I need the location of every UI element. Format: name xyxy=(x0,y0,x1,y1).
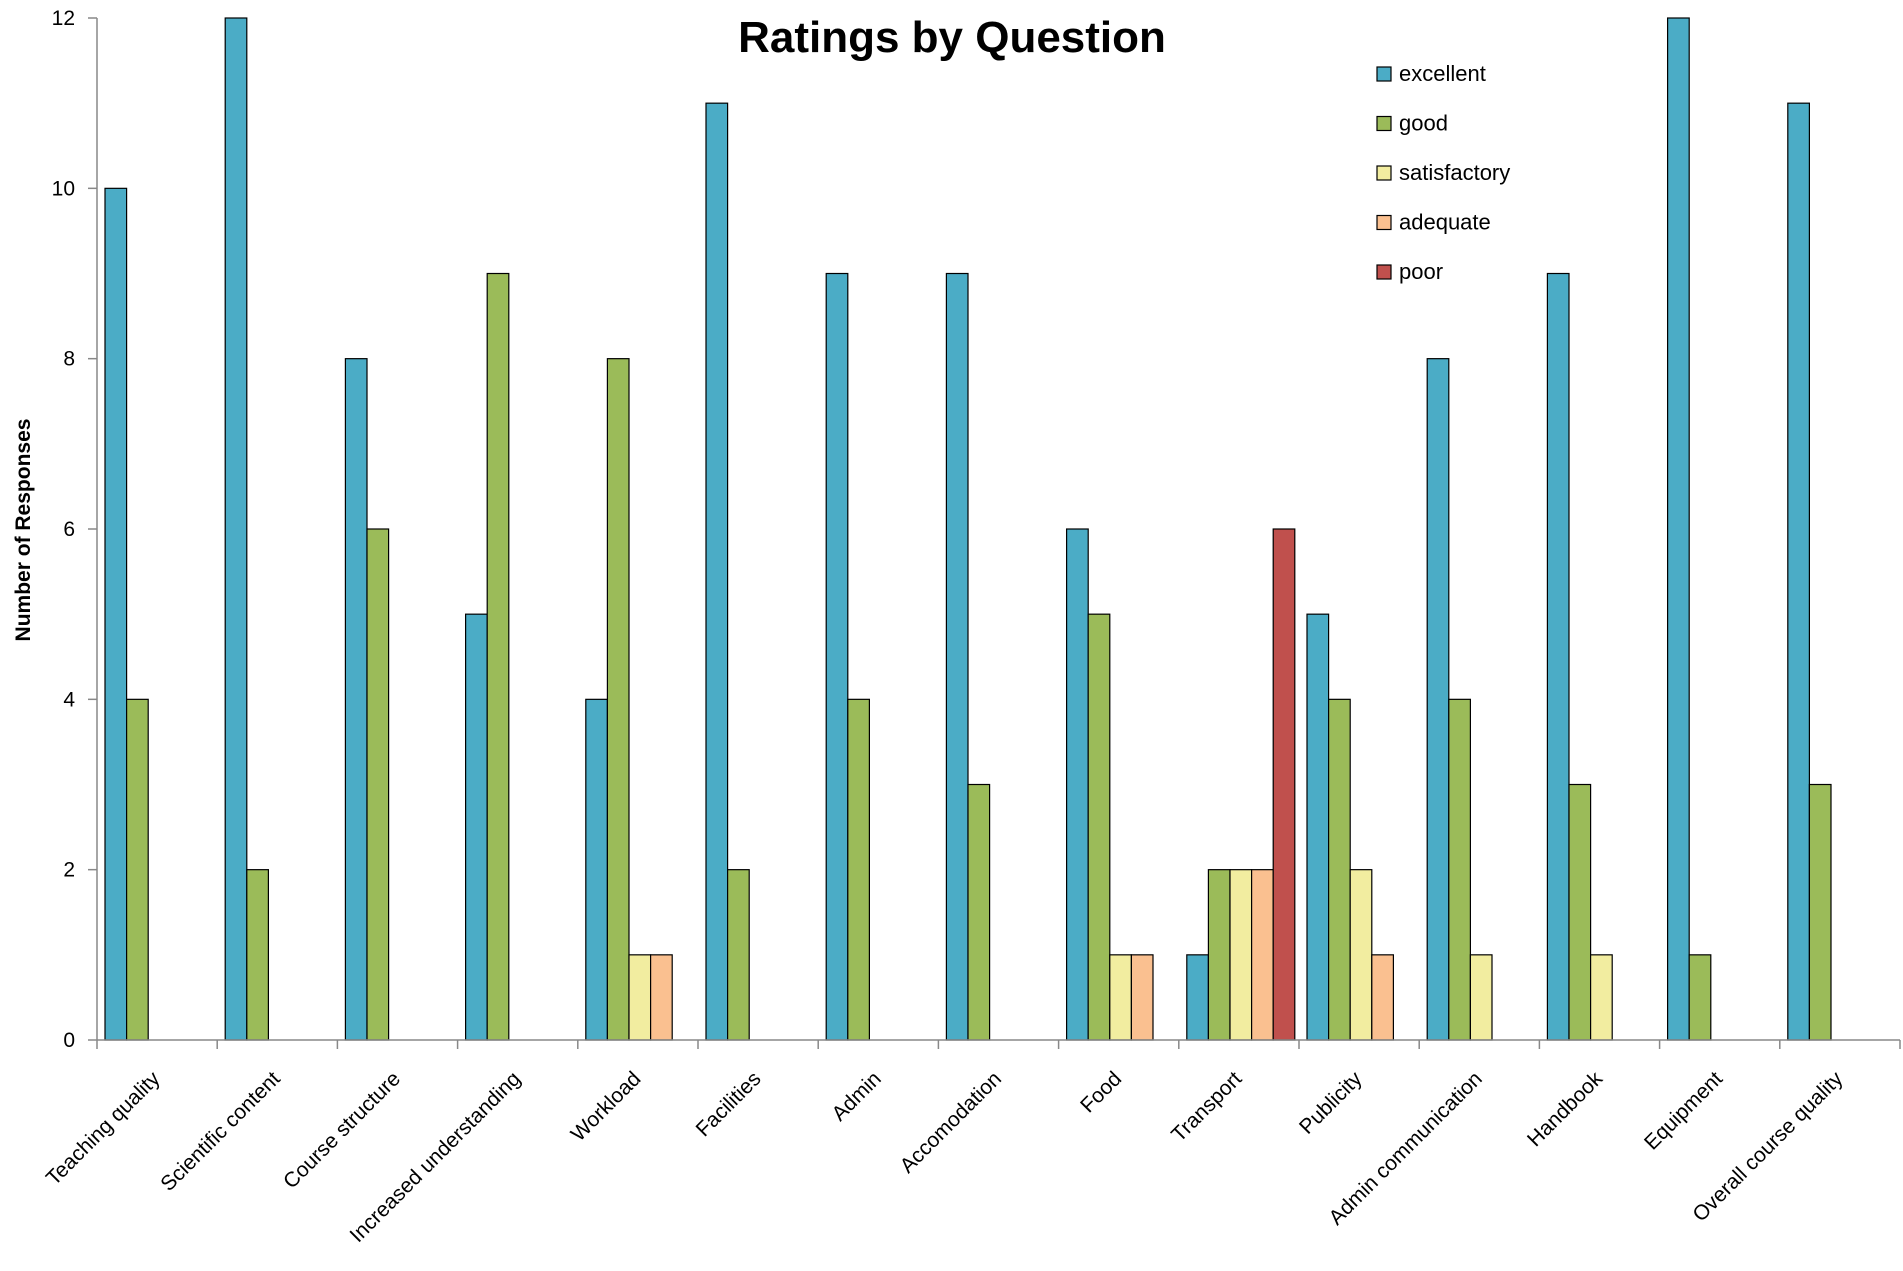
legend-item-adequate: adequate xyxy=(1377,210,1491,235)
bar-adequate-workload xyxy=(651,955,673,1040)
x-tick-label-workload: Workload xyxy=(567,1067,646,1146)
x-tick-label-facilities: Facilities xyxy=(692,1067,766,1141)
bar-poor-transport xyxy=(1273,529,1295,1040)
x-tick-label-admin: Admin xyxy=(827,1067,885,1125)
bar-excellent-publicity xyxy=(1307,614,1329,1040)
legend-item-satisfactory: satisfactory xyxy=(1377,160,1510,185)
bar-good-overall-course-quality xyxy=(1809,785,1831,1041)
bar-excellent-scientific-content xyxy=(225,18,247,1040)
x-tick-label-accomodation: Accomodation xyxy=(896,1067,1006,1177)
bar-group-increased-understanding xyxy=(466,274,509,1041)
bar-good-teaching-quality xyxy=(127,699,149,1040)
x-tick-label-handbook: Handbook xyxy=(1523,1067,1607,1151)
bar-adequate-food xyxy=(1131,955,1153,1040)
bar-good-admin xyxy=(848,699,870,1040)
y-tick-label: 12 xyxy=(52,7,75,30)
y-tick-label: 6 xyxy=(63,518,75,541)
bar-good-admin-communication xyxy=(1449,699,1471,1040)
bar-satisfactory-food xyxy=(1110,955,1132,1040)
bar-satisfactory-transport xyxy=(1230,870,1252,1040)
bar-adequate-publicity xyxy=(1372,955,1394,1040)
legend-swatch-satisfactory xyxy=(1377,166,1391,180)
legend-label-excellent: excellent xyxy=(1399,61,1486,86)
bar-group-facilities xyxy=(706,103,749,1040)
bar-group-admin xyxy=(826,274,869,1041)
bar-group-teaching-quality xyxy=(105,188,148,1040)
bar-group-accomodation xyxy=(946,274,989,1041)
x-tick-label-equipment: Equipment xyxy=(1640,1067,1727,1154)
bar-excellent-handbook xyxy=(1547,274,1569,1041)
bar-excellent-course-structure xyxy=(345,359,367,1040)
bar-good-facilities xyxy=(728,870,750,1040)
x-tick-label-publicity: Publicity xyxy=(1295,1067,1367,1139)
legend-label-good: good xyxy=(1399,111,1448,136)
bar-group-handbook xyxy=(1547,274,1612,1041)
bar-excellent-food xyxy=(1067,529,1089,1040)
bar-group-workload xyxy=(586,359,672,1040)
bar-satisfactory-workload xyxy=(629,955,651,1040)
legend-label-adequate: adequate xyxy=(1399,210,1491,235)
y-tick-label: 10 xyxy=(52,177,75,200)
bar-good-course-structure xyxy=(367,529,389,1040)
y-tick-label: 2 xyxy=(63,859,75,882)
legend-label-satisfactory: satisfactory xyxy=(1399,160,1510,185)
bar-group-food xyxy=(1067,529,1153,1040)
legend-swatch-poor xyxy=(1377,265,1391,279)
chart-title: Ratings by Question xyxy=(738,13,1166,62)
y-tick-label: 8 xyxy=(63,348,75,371)
legend-swatch-excellent xyxy=(1377,67,1391,81)
x-tick-label-teaching-quality: Teaching quality xyxy=(42,1067,165,1190)
bar-group-transport xyxy=(1187,529,1295,1040)
bar-satisfactory-handbook xyxy=(1591,955,1613,1040)
bar-satisfactory-admin-communication xyxy=(1470,955,1492,1040)
legend: excellent good satisfactory adequate poor xyxy=(1377,61,1510,284)
legend-label-poor: poor xyxy=(1399,259,1443,284)
bar-group-course-structure xyxy=(345,359,388,1040)
legend-item-poor: poor xyxy=(1377,259,1443,284)
bar-excellent-facilities xyxy=(706,103,728,1040)
legend-swatch-adequate xyxy=(1377,216,1391,230)
bar-adequate-transport xyxy=(1252,870,1274,1040)
bar-excellent-increased-understanding xyxy=(466,614,488,1040)
bar-good-publicity xyxy=(1329,699,1351,1040)
bar-group-admin-communication xyxy=(1427,359,1492,1040)
bar-good-handbook xyxy=(1569,785,1591,1041)
bar-excellent-admin xyxy=(826,274,848,1041)
bar-good-increased-understanding xyxy=(487,274,509,1041)
bar-group-publicity xyxy=(1307,614,1393,1040)
bar-good-scientific-content xyxy=(247,870,269,1040)
bar-good-equipment xyxy=(1689,955,1711,1040)
bar-good-food xyxy=(1088,614,1110,1040)
bar-excellent-accomodation xyxy=(946,274,968,1041)
y-axis-ticks: 0 2 4 6 8 10 12 xyxy=(52,7,97,1052)
bar-excellent-transport xyxy=(1187,955,1209,1040)
y-tick-label: 0 xyxy=(63,1029,75,1052)
bar-excellent-overall-course-quality xyxy=(1788,103,1810,1040)
bar-excellent-workload xyxy=(586,699,608,1040)
bar-group-overall-course-quality xyxy=(1788,103,1831,1040)
bar-good-workload xyxy=(607,359,629,1040)
bar-excellent-teaching-quality xyxy=(105,188,127,1040)
y-axis-label: Number of Responses xyxy=(12,419,35,642)
bar-excellent-equipment xyxy=(1668,18,1690,1040)
bar-excellent-admin-communication xyxy=(1427,359,1449,1040)
x-tick-label-transport: Transport xyxy=(1167,1067,1246,1146)
x-tick-label-scientific-content: Scientific content xyxy=(156,1067,285,1196)
legend-swatch-good xyxy=(1377,117,1391,131)
bar-good-accomodation xyxy=(968,785,990,1041)
legend-item-good: good xyxy=(1377,111,1448,136)
legend-item-excellent: excellent xyxy=(1377,61,1486,86)
bar-good-transport xyxy=(1208,870,1230,1040)
bars-group xyxy=(105,18,1831,1040)
bar-satisfactory-publicity xyxy=(1350,870,1372,1040)
x-tick-label-course-structure: Course structure xyxy=(279,1067,405,1193)
y-tick-label: 4 xyxy=(63,688,75,711)
bar-group-scientific-content xyxy=(225,18,268,1040)
x-tick-label-food: Food xyxy=(1076,1067,1126,1117)
bar-group-equipment xyxy=(1668,18,1711,1040)
